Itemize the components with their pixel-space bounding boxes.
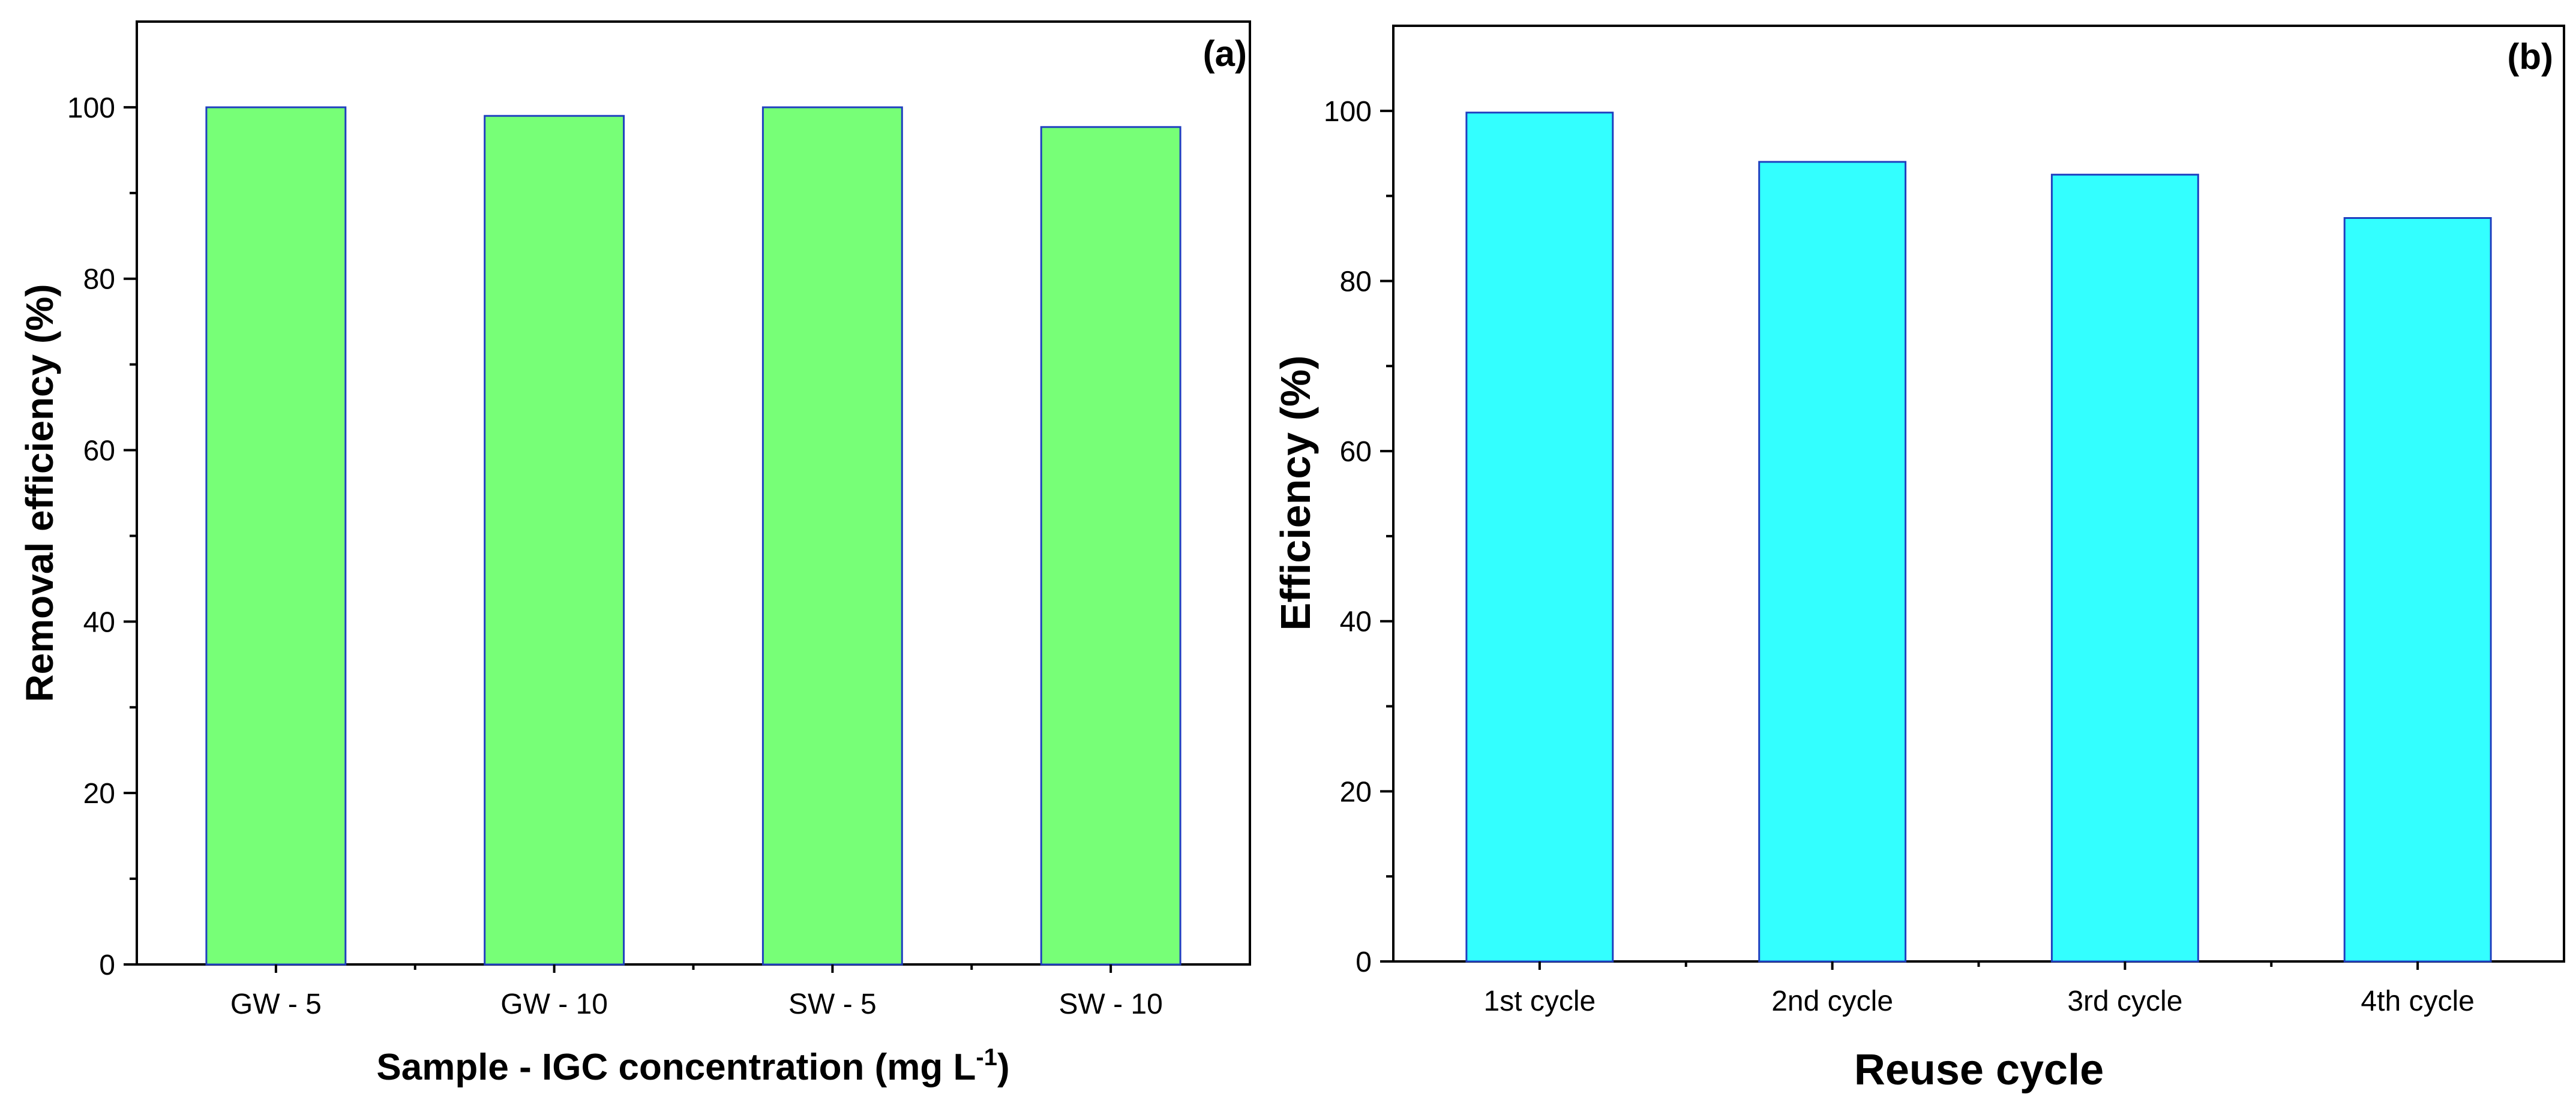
x-ticks-b: 1st cycle 2nd cycle 3rd cycle 4th cycle [1484,961,2475,1017]
bar-b-2 [1758,161,1907,963]
x-axis-label-a: Sample - IGC concentration (mg L-1) [376,1044,1009,1088]
bar-a-1 [205,106,347,966]
y-tick-label-a-5: 100 [67,92,115,124]
x-tick-label-b-4: 4th cycle [2361,985,2474,1017]
y-tick-label-a-1: 20 [83,778,115,810]
y-tick-label-b-0: 0 [1356,946,1372,978]
y-tick-label-b-2: 40 [1340,606,1372,638]
y-tick-label-b-1: 20 [1340,776,1372,808]
x-axis-label-a-superscript: -1 [976,1044,997,1071]
x-axis-label-b: Reuse cycle [1854,1046,2104,1094]
bar-a-4 [1040,126,1181,966]
panel-label-b: (b) [2507,37,2553,77]
x-tick-label-b-1: 1st cycle [1484,985,1596,1017]
bar-b-3 [2050,173,2199,963]
x-tick-label-a-3: SW - 5 [788,988,877,1020]
y-tick-label-a-3: 60 [83,435,115,467]
y-tick-label-b-4: 80 [1340,266,1372,297]
panel-label-a: (a) [1203,34,1247,74]
x-ticks-a: GW - 5 GW - 10 SW - 5 SW - 10 [230,964,1163,1020]
y-axis-label-a: Removal efficiency (%) [18,284,61,702]
y-tick-label-b-5: 100 [1324,96,1372,128]
y-tick-label-b-3: 60 [1340,436,1372,468]
y-axis-label-b: Efficiency (%) [1272,356,1319,631]
x-tick-label-a-4: SW - 10 [1058,988,1162,1020]
bars-a [205,106,1181,966]
x-tick-label-b-2: 2nd cycle [1771,985,1893,1017]
y-ticks-b: 0 20 40 60 80 100 [1324,96,1393,978]
bar-b-4 [2343,217,2492,963]
x-axis-label-a-main: Sample - IGC concentration (mg L [376,1047,976,1088]
x-tick-label-a-1: GW - 5 [230,988,322,1020]
x-tick-label-a-2: GW - 10 [500,988,608,1020]
x-tick-label-b-3: 3rd cycle [2067,985,2182,1017]
y-tick-label-a-0: 0 [99,949,115,981]
bar-a-2 [484,115,625,966]
chart-panel-b: 0 20 40 60 80 100 1st cycle 2nd cycle 3rd cycle… [1272,25,2565,1094]
bar-a-3 [761,106,903,966]
y-ticks-a: 0 20 40 60 80 100 [67,92,137,981]
x-axis-label-a-close: ) [997,1047,1010,1088]
y-tick-label-a-4: 80 [83,264,115,296]
y-tick-label-a-2: 40 [83,606,115,638]
bars-b [1465,112,2492,963]
bar-b-1 [1465,112,1614,963]
